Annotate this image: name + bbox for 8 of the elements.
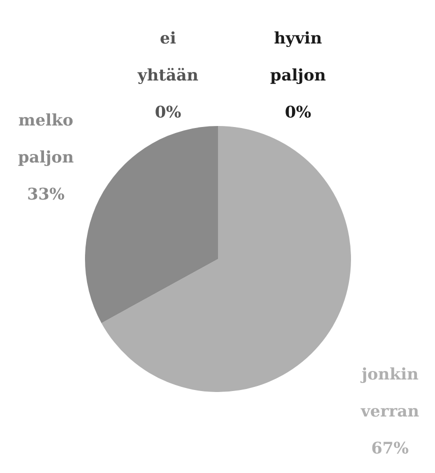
text: 0% [284,102,312,122]
data-label: 33% [27,184,65,204]
category-label: hyvin paljon [270,28,326,84]
slice-label: melko paljon [18,110,74,167]
data-label: 67% [371,438,409,458]
slice-label: jonkin verran [360,364,420,420]
text: 0% [154,102,182,122]
category-label: ei yhtään [138,28,198,84]
